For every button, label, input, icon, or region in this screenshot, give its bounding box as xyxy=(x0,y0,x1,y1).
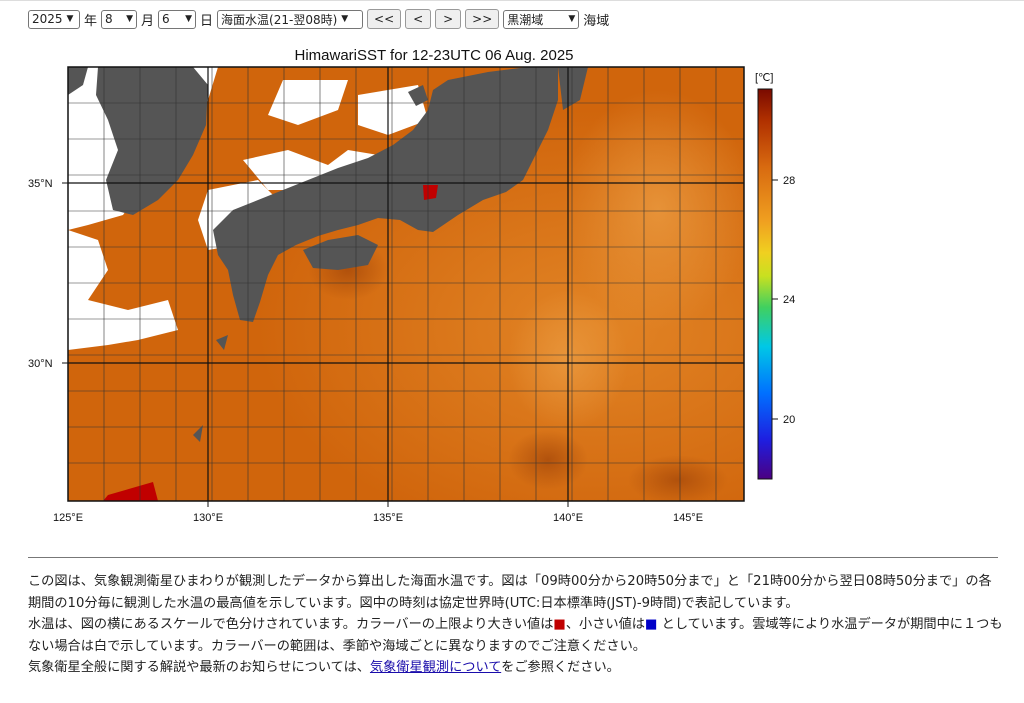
grid-fine xyxy=(68,67,744,501)
chevron-down-icon: ▼ xyxy=(568,14,576,24)
colorbar-tick-24: 24 xyxy=(783,294,795,306)
satellite-observation-link[interactable]: 気象衛星観測について xyxy=(369,660,502,676)
colorbar-tick-20: 20 xyxy=(783,414,795,426)
description-para-2-c: としています。雲域等により水温データが期間中に１つもない場合は白で示しています。… xyxy=(28,617,1003,654)
colorbar-tick-28: 28 xyxy=(783,175,795,187)
description-para-3-a: 気象衛星全般に関する解説や最新のお知らせについては、 xyxy=(28,660,370,676)
day-select[interactable]: 6 ▼ xyxy=(158,9,197,29)
description-para-2: 水温は、図の横にあるスケールで色分けされています。カラーバーの上限より大きい値は… xyxy=(28,614,1003,657)
land-korea xyxy=(96,67,208,215)
controls-bar: 2025 ▼ 年 8 ▼ 月 6 ▼ 日 海面水温(21-翌08時) ▼ << … xyxy=(28,9,609,29)
chevron-down-icon: ▼ xyxy=(185,14,193,24)
prev-button[interactable]: < xyxy=(405,9,432,29)
grid-major xyxy=(68,67,744,501)
region-value: 黒潮域 xyxy=(507,12,544,27)
sst-figure: HimawariSST for 12-23UTC 06 Aug. 2025 xyxy=(28,40,818,535)
land-sado xyxy=(408,85,428,106)
map-frame xyxy=(67,66,745,502)
warm-eddy xyxy=(563,90,744,330)
region-select[interactable]: 黒潮域 ▼ xyxy=(503,9,580,29)
figure-title: HimawariSST for 12-23UTC 06 Aug. 2025 xyxy=(294,47,574,64)
region-label: 海域 xyxy=(583,13,610,29)
product-value: 海面水温(21-翌08時) xyxy=(221,12,338,27)
product-select[interactable]: 海面水温(21-翌08時) ▼ xyxy=(217,9,364,29)
lat-label-30: 30°N xyxy=(28,358,53,370)
prev-big-button[interactable]: << xyxy=(367,9,402,29)
chevron-down-icon: ▼ xyxy=(341,14,349,24)
chevron-down-icon: ▼ xyxy=(66,14,74,24)
colorbar-ticks xyxy=(772,179,778,420)
above-max-color-square: ■ xyxy=(553,617,566,633)
chevron-down-icon: ▼ xyxy=(126,14,134,24)
lon-ticks xyxy=(207,501,569,507)
description: この図は、気象観測衛星ひまわりが観測したデータから算出した海面水温です。図は「0… xyxy=(28,571,1003,679)
description-para-2-b: 、小さい値は xyxy=(565,617,645,633)
year-label: 年 xyxy=(84,13,98,29)
map-area xyxy=(68,67,744,501)
year-value: 2025 xyxy=(32,12,63,26)
day-value: 6 xyxy=(162,12,170,26)
cloud-north-2 xyxy=(358,85,428,135)
cloud-west xyxy=(68,230,178,350)
description-para-2-a: 水温は、図の横にあるスケールで色分けされています。カラーバーの上限より大きい値は xyxy=(28,617,554,633)
description-para-1: この図は、気象観測衛星ひまわりが観測したデータから算出した海面水温です。図は「0… xyxy=(28,574,992,611)
description-para-3: 気象衛星全般に関する解説や最新のお知らせについては、気象衛星観測についてをご参照… xyxy=(28,657,1003,679)
lat-label-35: 35°N xyxy=(28,178,53,190)
lon-label-125: 125°E xyxy=(53,512,83,524)
land-tohoku xyxy=(558,67,588,110)
month-select[interactable]: 8 ▼ xyxy=(101,9,138,29)
top-divider xyxy=(0,0,1024,1)
month-label: 月 xyxy=(141,13,155,29)
dark-patch-3 xyxy=(628,455,728,501)
day-label: 日 xyxy=(200,13,214,29)
month-value: 8 xyxy=(105,12,113,26)
colorbar-unit: [℃] xyxy=(755,72,773,84)
below-min-color-square: ■ xyxy=(644,617,658,633)
island-2 xyxy=(193,425,203,442)
above-max-patch-south xyxy=(103,482,158,501)
lon-label-130: 130°E xyxy=(193,512,223,524)
lon-label-135: 135°E xyxy=(373,512,403,524)
next-button[interactable]: > xyxy=(435,9,462,29)
lon-label-140: 140°E xyxy=(553,512,583,524)
land-china xyxy=(68,67,88,95)
cloud-north xyxy=(268,80,348,125)
sst-map-svg: 35°N 30°N 125°E 130°E 135°E 140°E 145°E … xyxy=(28,66,795,524)
colorbar xyxy=(757,88,773,480)
year-select[interactable]: 2025 ▼ xyxy=(28,9,80,29)
section-divider xyxy=(28,557,998,558)
lat-ticks xyxy=(62,182,68,364)
island-1 xyxy=(216,335,228,350)
next-big-button[interactable]: >> xyxy=(465,9,500,29)
land-shikoku xyxy=(303,235,378,270)
above-max-patch xyxy=(423,185,438,200)
dark-patch-2 xyxy=(508,430,588,490)
lon-label-145: 145°E xyxy=(673,512,703,524)
land-japan-main xyxy=(213,67,558,322)
description-para-3-b: をご参照ください。 xyxy=(501,660,620,676)
